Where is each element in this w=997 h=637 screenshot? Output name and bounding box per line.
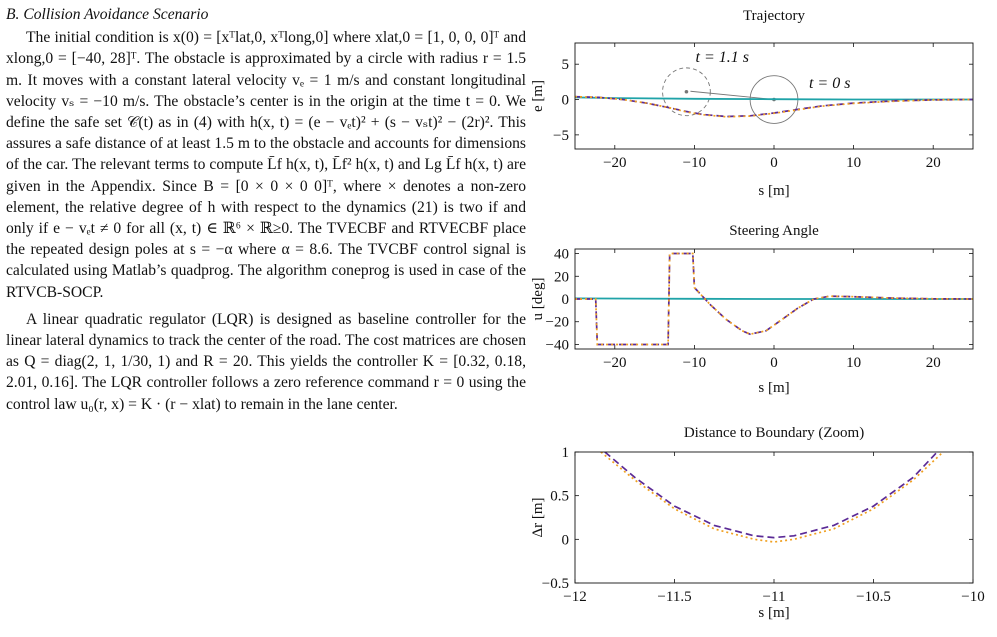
y-tick-label-1-1: −20 [546, 315, 569, 331]
y-tick-label-1-4: 40 [554, 247, 569, 263]
series-line-1-0 [575, 297, 973, 300]
y-tick-label-1-0: −40 [546, 337, 569, 353]
paragraph-lqr-controller: A linear quadratic regulator (LQR) is de… [6, 310, 526, 413]
series-line-1-1 [575, 252, 973, 346]
y-tick-label-2-1: 0 [562, 532, 570, 548]
plot-frame-1 [574, 248, 974, 350]
obstacle-center-0 [684, 89, 689, 94]
x-tick-label-2-4: −10 [961, 589, 984, 605]
x-tick-label-2-3: −10.5 [856, 589, 891, 605]
x-tick-label-0-2: 0 [770, 155, 778, 171]
annotation-0: t = 1.1 s [696, 49, 749, 66]
x-tick-label-2-0: −12 [563, 589, 586, 605]
paragraph-collision-setup: The initial condition is x(0) = [xᵀlat,0… [6, 29, 526, 301]
x-tick-label-1-0: −20 [603, 355, 626, 371]
section-title: B. Collision Avoidance Scenario [6, 6, 209, 23]
x-tick-label-0-4: 20 [926, 155, 941, 171]
series-line-0-0 [575, 96, 973, 101]
plot-frame-0 [574, 42, 974, 150]
series-line-2-0 [604, 452, 938, 539]
chart-title-2: Distance to Boundary (Zoom) [684, 425, 864, 441]
y-tick-label-0-0: −5 [553, 128, 569, 144]
x-tick-label-0-0: −20 [603, 155, 626, 171]
x-tick-label-0-3: 10 [846, 155, 861, 171]
obstacle-circle-0 [662, 67, 711, 117]
paper-text-column: B. Collision Avoidance Scenario The init… [6, 4, 526, 415]
y-tick-label-2-0: −0.5 [542, 576, 569, 592]
x-tick-label-1-1: −10 [683, 355, 706, 371]
y-tick-label-0-1: 0 [562, 93, 570, 109]
y-axis-label-0: e [m] [530, 80, 546, 112]
x-axis-label-1: s [m] [758, 380, 789, 396]
chart-title-1: Steering Angle [729, 223, 819, 239]
y-axis-label-1: u [deg] [530, 278, 546, 321]
x-tick-label-1-2: 0 [770, 355, 778, 371]
y-axis-label-2: Δr [m] [530, 497, 546, 537]
x-tick-label-0-1: −10 [683, 155, 706, 171]
annotation-1: t = 0 s [809, 75, 850, 92]
x-tick-label-2-2: −11 [763, 589, 786, 605]
y-tick-label-1-3: 20 [554, 269, 569, 285]
y-tick-label-1-2: 0 [562, 292, 570, 308]
x-tick-label-1-4: 20 [926, 355, 941, 371]
obstacle-motion-arrow [690, 90, 775, 100]
series-line-0-2 [575, 95, 973, 118]
y-tick-label-0-2: 5 [562, 57, 570, 73]
plot-frame-2 [574, 451, 974, 584]
x-tick-label-2-1: −11.5 [657, 589, 691, 605]
x-axis-label-0: s [m] [758, 183, 789, 199]
x-axis-label-2: s [m] [758, 605, 789, 621]
chart-title-0: Trajectory [743, 8, 805, 24]
y-tick-label-2-3: 1 [562, 445, 570, 461]
y-tick-label-2-2: 0.5 [550, 489, 569, 505]
series-line-2-1 [600, 452, 944, 543]
x-tick-label-1-3: 10 [846, 355, 861, 371]
